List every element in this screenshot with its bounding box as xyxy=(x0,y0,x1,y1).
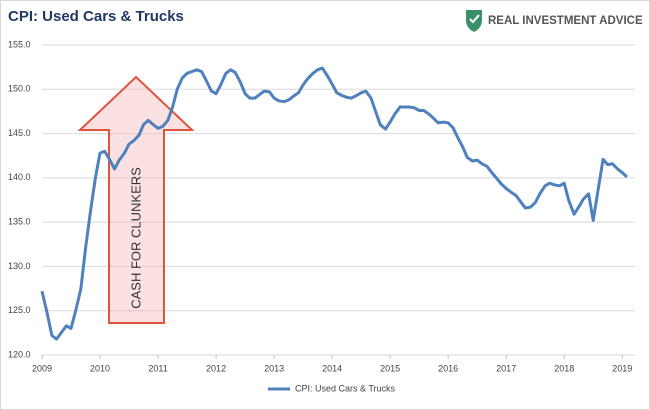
brand-logo-check xyxy=(469,14,480,24)
plot xyxy=(40,66,628,341)
y-tick-label: 125.0 xyxy=(8,305,31,315)
x-tick-label: 2017 xyxy=(496,363,516,373)
x-tick-label: 2010 xyxy=(90,363,110,373)
y-tick-label: 140.0 xyxy=(8,172,31,182)
data-line xyxy=(40,66,628,341)
x-tick-label: 2011 xyxy=(148,363,167,373)
y-tick-label: 130.0 xyxy=(8,261,31,271)
x-tick-label: 2014 xyxy=(322,363,342,373)
y-tick-label: 150.0 xyxy=(8,84,31,94)
annotation-arrow xyxy=(77,75,195,324)
brand-name: REAL INVESTMENT ADVICE xyxy=(488,15,643,27)
y-tick-label: 145.0 xyxy=(8,128,31,138)
x-tick-label: 2015 xyxy=(380,363,400,373)
x-tick-label: 2019 xyxy=(612,363,632,373)
chart-title: CPI: Used Cars & Trucks xyxy=(8,8,184,25)
x-tick-label: 2016 xyxy=(438,363,458,373)
x-tick-label: 2009 xyxy=(32,363,52,373)
x-tick-label: 2013 xyxy=(264,363,284,373)
x-tick-label: 2012 xyxy=(206,363,226,373)
y-tick-label: 155.0 xyxy=(8,39,31,49)
y-tick-label: 135.0 xyxy=(8,217,31,227)
y-tick-label: 120.0 xyxy=(8,349,31,359)
annotation-text: CASH FOR CLUNKERS xyxy=(128,167,143,309)
grid: 120.0 125.0 130.0 135.0 140.0 145.0 150.0 155.0… xyxy=(8,39,635,373)
x-tick-label: 2018 xyxy=(554,363,574,373)
legend-label: CPI: Used Cars & Trucks xyxy=(295,383,396,393)
